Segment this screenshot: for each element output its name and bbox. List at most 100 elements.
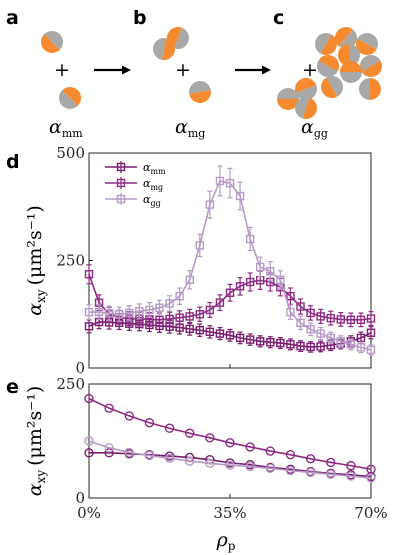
- particle-orange-half: [318, 55, 339, 72]
- data-point: [306, 342, 315, 352]
- janus-particle: [356, 33, 378, 55]
- data-point: [104, 443, 114, 453]
- panel-label-e: e: [6, 376, 19, 398]
- x-tick-label: 0%: [77, 504, 101, 522]
- data-point: [225, 288, 235, 297]
- data-point: [296, 341, 305, 351]
- particle-gray-half: [340, 72, 362, 83]
- particle-gray-half: [326, 76, 343, 97]
- data-point: [205, 305, 215, 315]
- data-point: [205, 433, 215, 443]
- data-point: [84, 270, 94, 279]
- data-point: [366, 473, 376, 483]
- particle-gray-half: [277, 88, 299, 99]
- plus-sign-a: +: [54, 59, 70, 81]
- janus-particle: [59, 87, 81, 109]
- particle-gray-half: [317, 60, 338, 77]
- janus-particle: [359, 78, 381, 100]
- particle-gray-half: [338, 29, 357, 49]
- chart-panel-e: 0 250 0% 35% 70% αxy(μm²s⁻¹) ρp: [24, 375, 388, 553]
- particle-orange-half: [302, 97, 317, 119]
- data-point: [185, 312, 194, 321]
- arrow-b-to-c: [235, 65, 271, 75]
- data-point: [286, 307, 295, 317]
- x-tick-label: 35%: [213, 504, 246, 522]
- particle-gray-half: [315, 33, 332, 54]
- data-point: [316, 329, 325, 338]
- particle-gray-half: [153, 38, 166, 60]
- legend-label: αgg: [143, 193, 161, 208]
- data-point: [356, 343, 366, 352]
- data-point: [94, 307, 104, 317]
- data-point: [346, 315, 356, 325]
- y-axis-label: αxy(μm²s⁻¹): [24, 205, 48, 316]
- janus-particle: [335, 27, 357, 49]
- data-point: [84, 436, 94, 446]
- data-point: [185, 428, 195, 438]
- data-point: [266, 338, 275, 347]
- data-point: [266, 267, 275, 276]
- data-point: [225, 460, 235, 470]
- data-point: [326, 333, 335, 343]
- data-point: [336, 337, 345, 346]
- janus-particle: [338, 44, 360, 66]
- particle-orange-half: [295, 78, 317, 93]
- panel-label-b: b: [133, 7, 147, 29]
- data-point: [326, 469, 336, 479]
- particle-orange-half: [361, 60, 382, 77]
- x-tick-label: 70%: [354, 504, 387, 522]
- data-point: [366, 345, 376, 355]
- legend-marker: [116, 194, 126, 204]
- arrow-a-to-b: [94, 65, 131, 75]
- data-point: [285, 465, 296, 476]
- data-point: [245, 277, 255, 287]
- particle-gray-half: [357, 33, 378, 50]
- data-point: [286, 291, 295, 301]
- data-point: [276, 338, 285, 348]
- data-point: [195, 310, 204, 319]
- data-point: [185, 456, 195, 466]
- data-point: [346, 471, 356, 481]
- y-tick-label: 0: [75, 489, 85, 507]
- particle-gray-half: [59, 90, 78, 109]
- data-point: [205, 327, 215, 337]
- data-point: [144, 418, 155, 428]
- series-line-mg: [88, 397, 372, 471]
- alpha-mg-label: αmg: [175, 116, 205, 140]
- particle-orange-half: [338, 44, 349, 66]
- panel-label-c: c: [273, 7, 284, 29]
- janus-particle: [41, 31, 63, 53]
- data-point: [125, 308, 134, 318]
- data-point: [286, 340, 295, 349]
- data-point: [215, 176, 225, 186]
- particle-gray-half: [295, 85, 317, 100]
- particle-orange-half: [370, 78, 381, 100]
- data-point: [104, 403, 114, 413]
- axes-frame: [88, 383, 372, 499]
- y-axis-label: αxy(μm²s⁻¹): [24, 386, 48, 497]
- data-point: [155, 303, 164, 312]
- data-point: [245, 234, 255, 244]
- data-point: [296, 302, 305, 311]
- legend-marker: [116, 178, 126, 188]
- data-point: [326, 313, 335, 323]
- data-point: [165, 314, 174, 324]
- particle-gray-half: [295, 97, 310, 119]
- data-point: [316, 312, 325, 321]
- data-point: [346, 340, 356, 349]
- data-point: [245, 442, 255, 452]
- data-point: [164, 423, 175, 433]
- schematic-particles: [41, 27, 382, 119]
- legend-marker: [116, 162, 126, 172]
- data-point: [256, 262, 265, 272]
- particle-gray-half: [349, 44, 360, 66]
- data-point: [165, 299, 174, 308]
- data-point: [145, 305, 154, 315]
- data-point: [124, 411, 134, 421]
- data-point: [306, 325, 315, 334]
- data-point: [366, 314, 376, 323]
- particle-gray-half: [44, 31, 63, 50]
- data-point: [205, 200, 215, 209]
- data-point: [265, 463, 275, 474]
